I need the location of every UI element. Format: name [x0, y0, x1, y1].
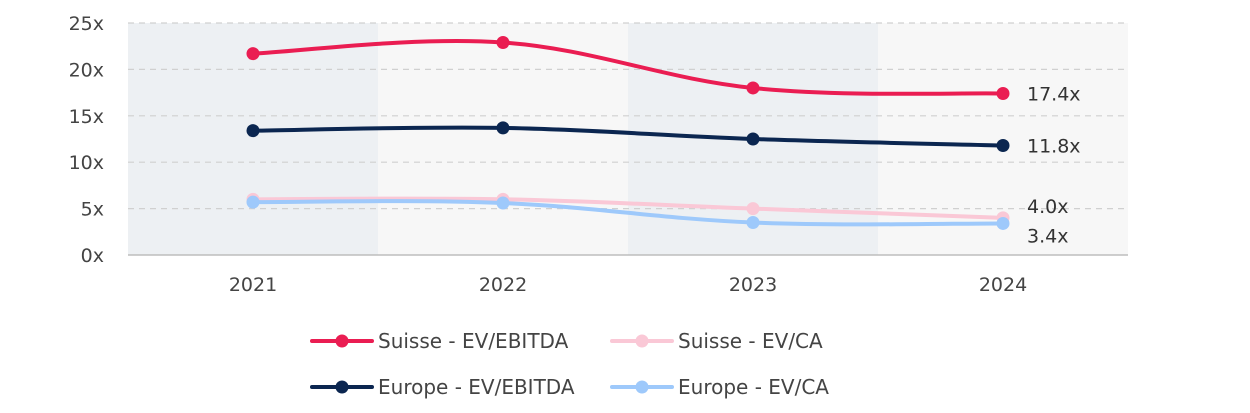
- series-line-suisse-ev-ebitda: [251, 39, 1005, 96]
- end-labels: 17.4x 4.0x 11.8x 3.4x: [1027, 84, 1081, 248]
- y-tick-label: 5x: [81, 199, 104, 221]
- legend-item-europe-ev-ca: Europe - EV/CA: [610, 375, 829, 399]
- legend-marker: [335, 380, 349, 394]
- series-suisse-ev-ebitda: [246, 35, 1010, 101]
- x-tick-label: 2022: [479, 274, 527, 296]
- data-point-europe-ev-ca-2021: [246, 195, 260, 209]
- end-value-label: 11.8x: [1027, 135, 1081, 157]
- end-value-label: 4.0x: [1027, 196, 1068, 218]
- y-tick-label: 10x: [69, 152, 104, 174]
- legend-label: Europe - EV/CA: [678, 375, 829, 399]
- y-tick-label: 25x: [69, 13, 104, 35]
- legend: Suisse - EV/EBITDA Suisse - EV/CA Europe -…: [310, 329, 829, 399]
- legend-item-suisse-ev-ebitda: Suisse - EV/EBITDA: [310, 329, 569, 353]
- series-layer: [246, 35, 1010, 230]
- data-point-europe-ev-ca-2022: [496, 196, 510, 210]
- category-band-2021: [128, 23, 378, 255]
- end-value-label: 3.4x: [1027, 225, 1068, 247]
- data-point-suisse-ev-ca-2023: [746, 202, 760, 216]
- data-point-europe-ev-ebitda-2023: [746, 132, 760, 146]
- legend-label: Suisse - EV/CA: [678, 329, 823, 353]
- data-point-europe-ev-ebitda-2022: [496, 121, 510, 135]
- y-tick-label: 0x: [81, 245, 104, 267]
- legend-label: Europe - EV/EBITDA: [378, 375, 575, 399]
- y-tick-label: 20x: [69, 59, 104, 81]
- series-europe-ev-ca: [246, 195, 1010, 230]
- data-point-suisse-ev-ebitda-2022: [496, 35, 510, 49]
- data-point-europe-ev-ebitda-2024: [996, 138, 1010, 152]
- data-point-suisse-ev-ebitda-2024: [996, 87, 1010, 101]
- legend-marker: [635, 380, 649, 394]
- category-band-2022: [378, 23, 628, 255]
- data-point-suisse-ev-ebitda-2021: [246, 47, 260, 61]
- x-tick-label: 2021: [229, 274, 277, 296]
- x-tick-label: 2023: [729, 274, 777, 296]
- axes: 0x 5x 10x 15x 20x 25x 2021 2022 2023 2024: [69, 13, 1128, 296]
- data-point-europe-ev-ebitda-2021: [246, 124, 260, 138]
- legend-item-suisse-ev-ca: Suisse - EV/CA: [610, 329, 823, 353]
- data-point-suisse-ev-ebitda-2023: [746, 81, 760, 95]
- legend-label: Suisse - EV/EBITDA: [378, 329, 569, 353]
- legend-item-europe-ev-ebitda: Europe - EV/EBITDA: [310, 375, 575, 399]
- legend-marker: [335, 334, 349, 348]
- x-tick-label: 2024: [979, 274, 1027, 296]
- series-line-europe-ev-ebitda: [251, 125, 1005, 148]
- gridlines: [128, 22, 1128, 210]
- series-line-europe-ev-ca: [251, 199, 1005, 227]
- y-tick-label: 15x: [69, 106, 104, 128]
- data-point-europe-ev-ca-2024: [996, 216, 1010, 230]
- legend-marker: [635, 334, 649, 348]
- data-point-europe-ev-ca-2023: [746, 216, 760, 230]
- series-line-suisse-ev-ca: [251, 196, 1005, 220]
- end-value-label: 17.4x: [1027, 84, 1081, 106]
- series-europe-ev-ebitda: [246, 121, 1010, 152]
- background-bands: [128, 23, 1128, 255]
